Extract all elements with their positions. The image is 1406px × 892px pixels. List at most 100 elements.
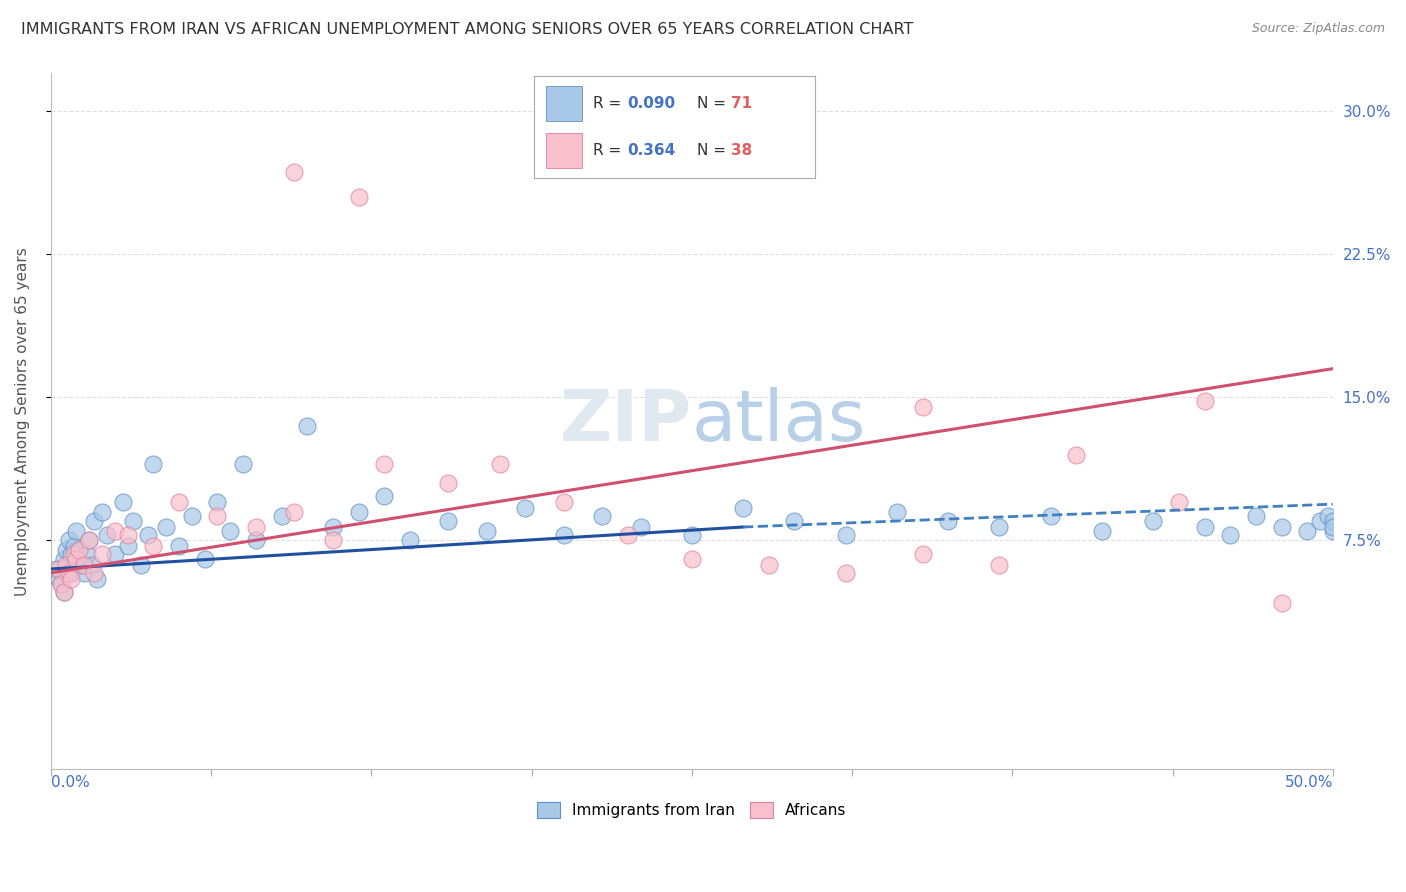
Point xyxy=(1066,448,1088,462)
Point xyxy=(834,527,856,541)
Bar xyxy=(546,133,582,168)
Point xyxy=(79,533,101,548)
Point xyxy=(758,558,780,573)
Point xyxy=(67,542,90,557)
Point xyxy=(76,547,98,561)
Point xyxy=(55,542,77,557)
Point xyxy=(117,527,139,541)
Point xyxy=(1296,524,1319,538)
Point xyxy=(936,514,959,528)
Point xyxy=(104,547,127,561)
Point xyxy=(83,514,105,528)
Point xyxy=(1219,527,1241,541)
Point xyxy=(591,508,613,523)
Point xyxy=(194,552,217,566)
Point xyxy=(1168,495,1191,509)
Point xyxy=(834,566,856,580)
Point xyxy=(48,572,70,586)
Legend: Immigrants from Iran, Africans: Immigrants from Iran, Africans xyxy=(531,797,853,824)
Point xyxy=(322,520,344,534)
Point xyxy=(58,566,80,580)
Point xyxy=(122,514,145,528)
Point xyxy=(911,547,934,561)
Point xyxy=(52,585,75,599)
Text: 0.0%: 0.0% xyxy=(51,775,90,790)
Point xyxy=(80,558,103,573)
Bar xyxy=(546,87,582,121)
Point xyxy=(117,539,139,553)
Point xyxy=(49,577,72,591)
Point xyxy=(48,562,70,576)
Point xyxy=(283,505,305,519)
Point xyxy=(783,514,806,528)
Point xyxy=(49,577,72,591)
Point xyxy=(1309,514,1331,528)
Point xyxy=(373,490,395,504)
Text: IMMIGRANTS FROM IRAN VS AFRICAN UNEMPLOYMENT AMONG SENIORS OVER 65 YEARS CORRELA: IMMIGRANTS FROM IRAN VS AFRICAN UNEMPLOY… xyxy=(21,22,914,37)
Point xyxy=(1194,394,1216,409)
Point xyxy=(65,524,87,538)
Point xyxy=(988,558,1011,573)
Point xyxy=(55,566,77,580)
Point xyxy=(232,457,254,471)
Point xyxy=(167,495,190,509)
Point xyxy=(63,539,86,553)
Point xyxy=(437,514,460,528)
Point xyxy=(1270,596,1292,610)
Text: N =: N = xyxy=(697,144,731,158)
Point xyxy=(322,533,344,548)
Point xyxy=(1244,508,1267,523)
Text: ZIP: ZIP xyxy=(560,386,692,456)
Point xyxy=(52,552,75,566)
Point xyxy=(347,505,370,519)
Point xyxy=(1091,524,1114,538)
Point xyxy=(1270,520,1292,534)
Point xyxy=(65,552,87,566)
Point xyxy=(1039,508,1062,523)
Point xyxy=(96,527,118,541)
Point xyxy=(67,542,90,557)
Point xyxy=(83,566,105,580)
Text: Source: ZipAtlas.com: Source: ZipAtlas.com xyxy=(1251,22,1385,36)
Y-axis label: Unemployment Among Seniors over 65 years: Unemployment Among Seniors over 65 years xyxy=(15,247,30,596)
Point xyxy=(488,457,510,471)
Point xyxy=(58,558,80,573)
Text: R =: R = xyxy=(593,96,627,111)
Point xyxy=(1322,520,1344,534)
Point xyxy=(733,500,755,515)
Point xyxy=(283,165,305,179)
Text: 0.364: 0.364 xyxy=(627,144,675,158)
Point xyxy=(681,552,703,566)
Point xyxy=(219,524,242,538)
Point xyxy=(207,508,229,523)
Point xyxy=(136,527,159,541)
Point xyxy=(91,547,114,561)
Point xyxy=(245,533,267,548)
Point xyxy=(270,508,292,523)
Text: 71: 71 xyxy=(731,96,752,111)
Point xyxy=(681,527,703,541)
Point xyxy=(60,572,83,586)
Point xyxy=(104,524,127,538)
Point xyxy=(60,547,83,561)
Point xyxy=(86,572,108,586)
Point xyxy=(373,457,395,471)
Point xyxy=(155,520,177,534)
Point xyxy=(45,562,67,576)
Point xyxy=(1322,514,1344,528)
Point xyxy=(553,495,575,509)
Point xyxy=(142,539,165,553)
Point xyxy=(129,558,152,573)
Point xyxy=(347,190,370,204)
Point xyxy=(616,527,638,541)
Point xyxy=(58,533,80,548)
Point xyxy=(1322,524,1344,538)
Point xyxy=(55,558,77,573)
Point xyxy=(180,508,202,523)
Point xyxy=(73,566,96,580)
Point xyxy=(630,520,652,534)
Point xyxy=(1316,508,1339,523)
Point xyxy=(553,527,575,541)
Point xyxy=(91,505,114,519)
Text: atlas: atlas xyxy=(692,386,866,456)
